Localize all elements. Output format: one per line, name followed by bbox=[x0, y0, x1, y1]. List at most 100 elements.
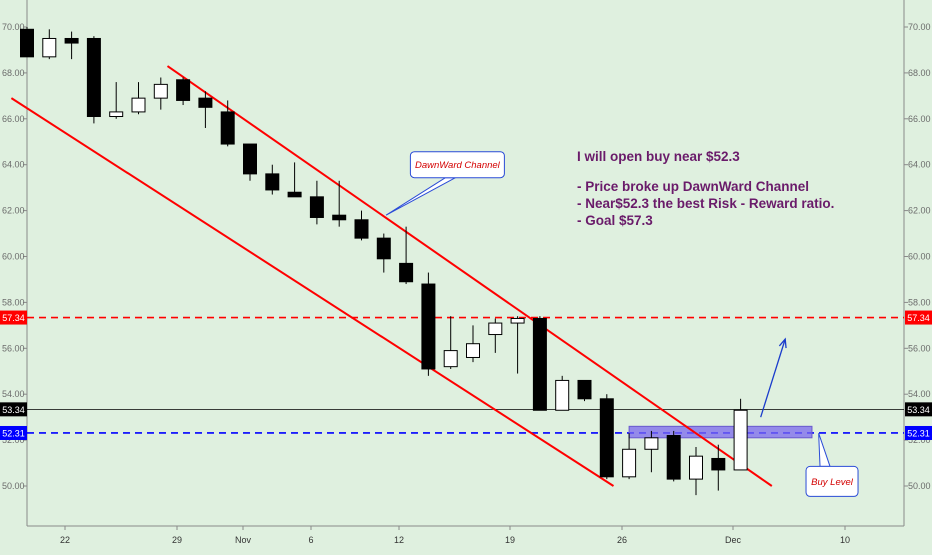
candle-body bbox=[354, 219, 369, 239]
candle-body bbox=[287, 191, 302, 198]
note-bullet-3: - Goal $57.3 bbox=[577, 213, 653, 228]
candle-body bbox=[466, 343, 480, 358]
price-tag-current-right: 53.34 bbox=[907, 405, 930, 415]
candle-body bbox=[265, 173, 280, 191]
channel-line-upper bbox=[166, 65, 773, 487]
channel-layer bbox=[10, 65, 773, 487]
candle-body bbox=[644, 437, 659, 450]
candle-body bbox=[20, 28, 34, 58]
candle-body bbox=[532, 317, 547, 411]
y-tick-label-right: 66.00 bbox=[908, 114, 931, 124]
candle-body bbox=[488, 322, 503, 336]
candle-body bbox=[599, 398, 614, 478]
candle-body bbox=[577, 379, 592, 400]
x-tick-label: 12 bbox=[394, 535, 404, 545]
target-arrow-shaft bbox=[760, 338, 786, 418]
candle-body bbox=[86, 37, 101, 118]
y-tick-label-left: 52.00 bbox=[2, 435, 25, 445]
candle-body bbox=[421, 283, 436, 370]
callout-pointer-dawnward-channel bbox=[385, 177, 456, 216]
candle-body bbox=[666, 435, 681, 480]
price-tag-resistance-right: 57.34 bbox=[907, 313, 930, 323]
price-tag-bg-current-left bbox=[0, 402, 27, 417]
y-tick-label-left: 54.00 bbox=[2, 389, 25, 399]
candle-body bbox=[443, 350, 458, 368]
y-tick-label-right: 56.00 bbox=[908, 343, 931, 353]
y-tick-label-right: 68.00 bbox=[908, 68, 931, 78]
x-tick-label: Dec bbox=[725, 535, 742, 545]
candle-body bbox=[399, 262, 414, 283]
candle-body bbox=[510, 317, 525, 324]
price-tag-bg-buy-left bbox=[0, 425, 27, 440]
candle-body bbox=[243, 143, 257, 175]
note-heading: I will open buy near $52.3 bbox=[577, 149, 740, 164]
candle-body bbox=[376, 237, 391, 260]
note-bullet-1: - Price broke up DawnWard Channel bbox=[577, 179, 810, 194]
x-tick-label: 26 bbox=[617, 535, 627, 545]
y-tick-label-left: 68.00 bbox=[2, 68, 25, 78]
note-bullet-2: - Near$52.3 the best Risk - Reward ratio… bbox=[577, 196, 835, 211]
callout-pointer-buy-level bbox=[818, 433, 831, 467]
y-tick-label-right: 60.00 bbox=[908, 252, 931, 262]
callout-text-buy-level: Buy Level bbox=[811, 477, 854, 488]
candle-body bbox=[689, 455, 703, 480]
y-tick-label-left: 62.00 bbox=[2, 206, 25, 216]
y-tick-label-right: 54.00 bbox=[908, 389, 931, 399]
y-tick-label-left: 60.00 bbox=[2, 252, 25, 262]
callout-text-dawnward-channel: DawnWard Channel bbox=[415, 160, 501, 171]
price-tag-bg-buy-right bbox=[905, 425, 932, 440]
candle-body bbox=[109, 111, 124, 118]
y-tick-label-left: 64.00 bbox=[2, 160, 25, 170]
candle-body bbox=[64, 37, 79, 44]
x-tick-label: 22 bbox=[60, 535, 70, 545]
price-tag-current-left: 53.34 bbox=[2, 405, 25, 415]
buy-zone bbox=[628, 425, 813, 439]
channel-line-lower bbox=[10, 97, 615, 487]
price-tag-buy-right: 52.31 bbox=[907, 428, 930, 438]
y-tick-label-left: 58.00 bbox=[2, 297, 25, 307]
buy-zone-layer bbox=[628, 425, 813, 439]
y-tick-label-left: 70.00 bbox=[2, 22, 25, 32]
candle-body bbox=[176, 79, 191, 101]
callout-box-buy-level bbox=[805, 465, 859, 497]
price-tag-bg-resistance-right bbox=[905, 310, 932, 325]
candle-body bbox=[733, 409, 748, 471]
callout-box-dawnward-channel bbox=[409, 151, 505, 179]
candle-body bbox=[622, 448, 637, 478]
trade-note: I will open buy near $52.3 - Price broke… bbox=[577, 148, 834, 229]
candle-body bbox=[131, 97, 146, 113]
price-tag-bg-current-right bbox=[905, 402, 932, 417]
x-tick-label: 6 bbox=[308, 535, 313, 545]
candle-body bbox=[555, 379, 570, 411]
candle-body bbox=[309, 196, 324, 218]
candles-layer bbox=[20, 27, 748, 496]
y-tick-label-left: 50.00 bbox=[2, 481, 25, 491]
annotations-layer: DawnWard Channel Buy Level bbox=[385, 151, 859, 497]
price-tag-buy-left: 52.31 bbox=[2, 428, 25, 438]
y-tick-label-left: 66.00 bbox=[2, 114, 25, 124]
x-tick-label: 19 bbox=[505, 535, 515, 545]
y-tick-label-right: 62.00 bbox=[908, 206, 931, 216]
price-tag-bg-resistance-left bbox=[0, 310, 27, 325]
candle-body bbox=[220, 111, 235, 145]
price-tag-resistance-left: 57.34 bbox=[2, 313, 25, 323]
y-tick-label-right: 70.00 bbox=[908, 22, 931, 32]
x-tick-label: 10 bbox=[840, 535, 850, 545]
y-tick-label-right: 58.00 bbox=[908, 297, 931, 307]
y-tick-label-right: 50.00 bbox=[908, 481, 931, 491]
candle-body bbox=[711, 457, 726, 471]
price-labels-layer: 53.34 53.34 57.34 57.34 52.31 52.31 bbox=[0, 310, 932, 440]
y-tick-label-right: 64.00 bbox=[908, 160, 931, 170]
level-lines-layer bbox=[27, 316, 904, 434]
axes-layer: 70.00 70.00 68.00 68.00 66.00 66.00 64.00 64.00… bbox=[2, 0, 931, 545]
target-arrow-head bbox=[778, 337, 787, 349]
candle-body bbox=[42, 37, 57, 58]
y-tick-label-left: 56.00 bbox=[2, 343, 25, 353]
candle-body bbox=[153, 83, 168, 99]
x-tick-label: 29 bbox=[172, 535, 182, 545]
y-tick-label-right: 52.00 bbox=[908, 435, 931, 445]
candle-body bbox=[198, 97, 213, 108]
x-tick-label: Nov bbox=[235, 535, 252, 545]
